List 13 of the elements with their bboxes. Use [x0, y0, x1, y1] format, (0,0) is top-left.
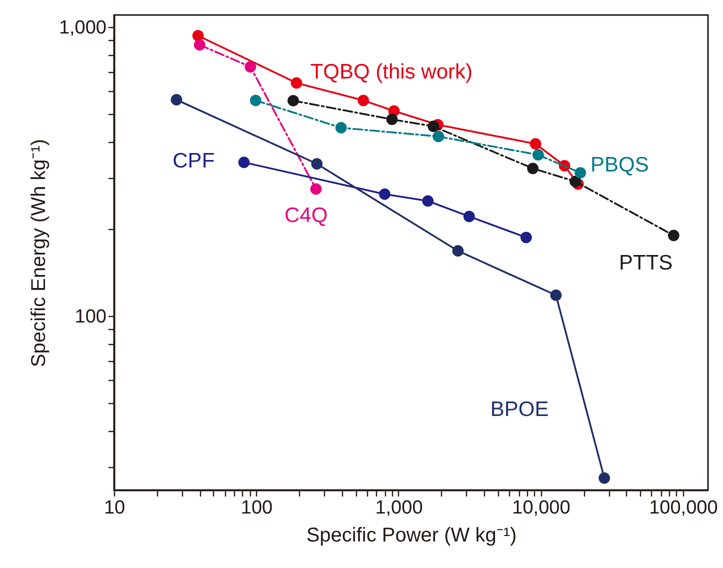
x-tick-label: 10,000	[512, 498, 570, 518]
x-axis-title: Specific Power (W kg⁻¹)	[306, 524, 517, 546]
series-label: PBQS	[590, 154, 649, 177]
series-label: TQBQ (this work)	[310, 60, 473, 84]
x-tick-label: 100,000	[649, 498, 718, 518]
x-tick-label: 100	[240, 498, 273, 518]
series-label: CPF	[172, 150, 215, 173]
x-tick-label: 1,000	[375, 498, 423, 518]
series-label: PTTS	[618, 251, 673, 274]
y-axis-title: Specific Energy (Wh kg⁻¹)	[28, 138, 50, 368]
series-label: C4Q	[284, 204, 328, 227]
x-tick-label: 10	[104, 498, 126, 518]
series-label: BPOE	[490, 398, 549, 421]
